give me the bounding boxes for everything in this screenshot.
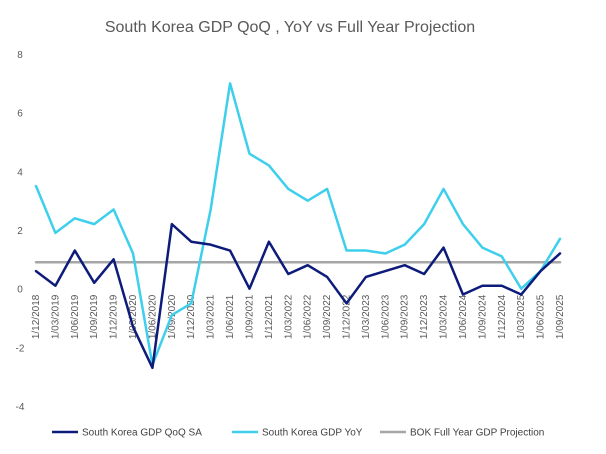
legend-label: South Korea GDP QoQ SA: [82, 428, 202, 439]
x-tick-label: 1/09/2022: [322, 294, 333, 339]
x-tick-label: 1/12/2020: [186, 294, 197, 339]
y-tick-label: 8: [17, 50, 23, 61]
x-tick-label: 1/06/2025: [536, 294, 547, 339]
legend-label: South Korea GDP YoY: [262, 428, 363, 439]
y-tick-label: 2: [17, 226, 23, 237]
x-tick-label: 1/06/2020: [147, 294, 158, 339]
x-tick-label: 1/03/2019: [50, 294, 61, 339]
legend-label: BOK Full Year GDP Projection: [410, 428, 544, 439]
y-tick-label: -2: [16, 343, 25, 354]
y-tick-label: 4: [17, 167, 23, 178]
x-tick-label: 1/06/2023: [380, 294, 391, 339]
x-tick-label: 1/12/2018: [31, 294, 42, 339]
y-tick-label: 0: [17, 285, 23, 296]
chart-title: South Korea GDP QoQ , YoY vs Full Year P…: [105, 19, 475, 36]
y-tick-label: 6: [17, 109, 23, 120]
series-line-south-korea-gdp-yoy: [34, 82, 562, 367]
y-tick-label: -4: [16, 402, 25, 413]
x-tick-label: 1/09/2019: [89, 294, 100, 339]
x-tick-label: 1/06/2024: [458, 294, 469, 339]
x-tick-label: 1/09/2023: [400, 294, 411, 339]
x-tick-label: 1/09/2025: [555, 294, 566, 339]
plot-area: [34, 82, 562, 370]
x-tick-label: 1/03/2025: [516, 294, 527, 339]
x-tick-label: 1/03/2020: [128, 294, 139, 339]
x-tick-label: 1/09/2021: [244, 294, 255, 339]
x-tick-label: 1/06/2021: [225, 294, 236, 339]
x-tick-label: 1/12/2019: [109, 294, 120, 339]
legend: South Korea GDP QoQ SA South Korea GDP Yo…: [52, 428, 544, 439]
x-tick-label: 1/03/2023: [361, 294, 372, 339]
x-tick-label: 1/09/2024: [477, 294, 488, 339]
x-tick-label: 1/12/2024: [497, 294, 508, 339]
x-axis: 1/12/2018 1/03/2019 1/06/2019 1/09/2019 1/12…: [31, 294, 566, 339]
x-tick-label: 1/03/2021: [206, 294, 217, 339]
y-axis: -4 -2 0 2 4 6 8: [16, 50, 25, 413]
x-tick-label: 1/12/2023: [419, 294, 430, 339]
x-tick-label: 1/12/2021: [264, 294, 275, 339]
x-tick-label: 1/06/2019: [70, 294, 81, 339]
x-tick-label: 1/03/2022: [283, 294, 294, 339]
x-tick-label: 1/12/2022: [342, 294, 353, 339]
series-line-south-korea-gdp-qoq-sa: [34, 222, 562, 370]
x-tick-label: 1/03/2024: [439, 294, 450, 339]
x-tick-label: 1/06/2022: [303, 294, 314, 339]
